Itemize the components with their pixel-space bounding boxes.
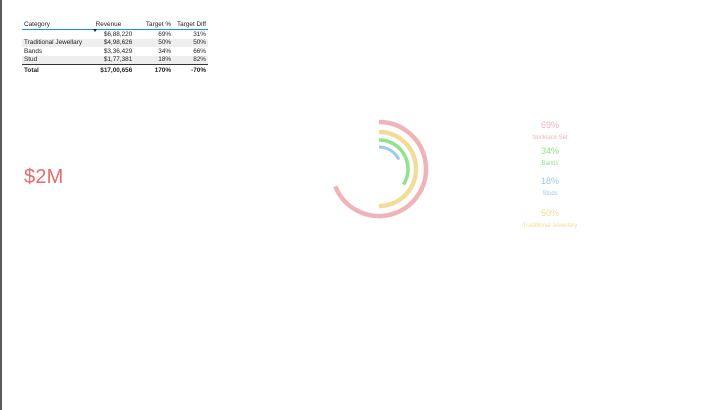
total-revenue: $17,00,656 bbox=[100, 66, 133, 74]
ring-necklace-set[interactable] bbox=[333, 119, 429, 219]
cell-target-diff: 82% bbox=[193, 56, 206, 64]
legend-item-studs[interactable]: 18% Studs bbox=[500, 176, 600, 198]
cell-target-diff: 66% bbox=[193, 47, 206, 55]
table-total-row: Total $17,00,656 170% -70% bbox=[22, 64, 208, 75]
canvas-left-border bbox=[0, 0, 2, 410]
cell-target-diff: 31% bbox=[193, 30, 206, 38]
radial-target-chart[interactable] bbox=[326, 116, 432, 222]
ring-studs[interactable] bbox=[378, 145, 401, 161]
cell-revenue: $1,77,381 bbox=[103, 56, 133, 64]
legend-label: Studs bbox=[542, 191, 558, 197]
table-row[interactable]: Stud $1,77,381 18% 82% bbox=[22, 55, 208, 64]
legend-value: 69% bbox=[540, 120, 559, 130]
header-revenue[interactable]: Revenue bbox=[92, 21, 137, 32]
legend-label: Traditional Jewellary bbox=[522, 223, 578, 229]
legend-value: 18% bbox=[540, 176, 559, 186]
legend-label: Necklace Set bbox=[532, 135, 568, 141]
category-revenue-table[interactable]: Category Revenue Target % Target Diff $6… bbox=[22, 15, 208, 75]
legend-label: Bands bbox=[541, 161, 559, 167]
header-category[interactable]: Category bbox=[24, 21, 50, 28]
legend-value: 50% bbox=[540, 208, 559, 218]
total-label: Total bbox=[24, 66, 39, 74]
cell-target-pct: 69% bbox=[158, 30, 172, 38]
table-header-row: Category Revenue Target % Target Diff bbox=[22, 15, 208, 32]
cell-target-pct: 34% bbox=[158, 47, 172, 55]
cell-target-pct: 18% bbox=[158, 56, 172, 64]
total-target-diff: -70% bbox=[191, 66, 206, 74]
header-revenue-label: Revenue bbox=[95, 21, 122, 28]
table-row[interactable]: $6,88,220 69% 31% bbox=[22, 30, 208, 39]
header-target-diff[interactable]: Target Diff bbox=[176, 21, 206, 28]
ring-traditional-jewellary[interactable] bbox=[378, 129, 419, 209]
cell-revenue: $4,98,626 bbox=[103, 39, 133, 47]
cell-revenue: $3,36,429 bbox=[103, 47, 133, 55]
cell-target-diff: 50% bbox=[193, 39, 206, 47]
cell-category: Traditional Jewellary bbox=[24, 39, 83, 47]
kpi-card-value[interactable]: $2M bbox=[24, 166, 64, 188]
cell-category: Bands bbox=[24, 47, 43, 55]
header-target-pct[interactable]: Target % bbox=[145, 21, 172, 28]
total-target-pct: 170% bbox=[154, 66, 172, 74]
table-row[interactable]: Traditional Jewellary $4,98,626 50% 50% bbox=[22, 38, 208, 47]
legend-item-traditional-jewellary[interactable]: 50% Traditional Jewellary bbox=[500, 208, 600, 230]
cell-category: Stud bbox=[24, 56, 38, 64]
legend-item-necklace-set[interactable]: 69% Necklace Set bbox=[500, 120, 600, 142]
table-row[interactable]: Bands $3,36,429 34% 66% bbox=[22, 47, 208, 56]
ring-bands[interactable] bbox=[378, 138, 410, 186]
cell-revenue: $6,88,220 bbox=[103, 30, 133, 38]
cell-target-pct: 50% bbox=[158, 39, 172, 47]
legend-value: 34% bbox=[540, 146, 559, 156]
legend-item-bands[interactable]: 34% Bands bbox=[500, 146, 600, 168]
sort-descending-icon bbox=[92, 29, 97, 32]
